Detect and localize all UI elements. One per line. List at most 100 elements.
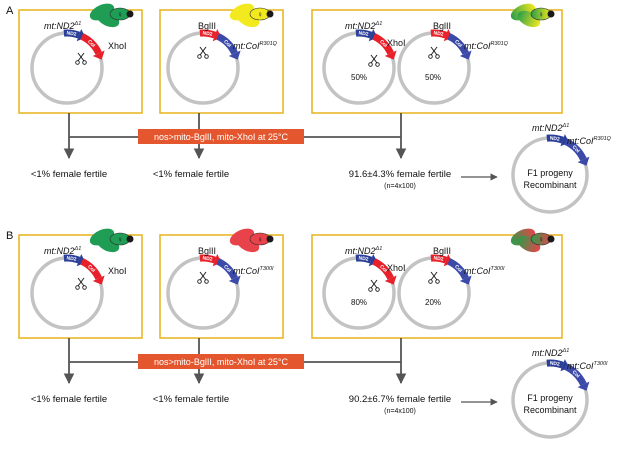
- fly-head: [266, 10, 274, 18]
- coi-segment-body: [447, 258, 469, 280]
- scissors-blade: [430, 46, 438, 56]
- percentage-right: 20%: [425, 298, 441, 307]
- outcome-3-n: (n=4x100): [384, 183, 416, 190]
- coi-segment-head: [92, 275, 105, 285]
- genotype-box-1: [18, 234, 143, 339]
- coi-segment-label: CoI: [222, 39, 232, 49]
- nd2-segment-label: ND2: [433, 30, 444, 37]
- fly-head: [126, 235, 134, 243]
- site-label-xhoi: XhoI: [387, 38, 406, 48]
- fly-icon: ♀: [510, 228, 555, 253]
- scissors-icon: [197, 271, 209, 284]
- scissors-handle: [82, 285, 87, 290]
- panel-label: A: [6, 5, 14, 17]
- gene-label-coi: mt:CoIT300I: [464, 266, 505, 276]
- coi-segment-head: [384, 275, 397, 285]
- fly-icon: ♀: [229, 3, 274, 28]
- recombinant-text-2: Recombinant: [523, 405, 577, 415]
- nd2-segment-label: ND2: [66, 255, 77, 262]
- coi-segment: CoI: [372, 258, 397, 285]
- female-symbol-icon: ♀: [538, 235, 544, 244]
- nd2-segment-label: ND2: [549, 360, 560, 367]
- coi-segment-head: [228, 275, 241, 285]
- coi-segment-body: [563, 363, 587, 387]
- coi-segment: CoI: [447, 33, 472, 60]
- scissors-handle: [435, 54, 440, 59]
- scissors-blade: [370, 279, 378, 289]
- panel-a: A ♀ND2CoImt:ND2Δ1XhoI♀ND2CoIBglIImt:CoIR3…: [6, 3, 612, 214]
- scissors-handle: [375, 62, 380, 67]
- scissors-handle: [368, 287, 373, 292]
- coi-segment: CoI: [372, 33, 397, 60]
- scissors-icon: [75, 52, 87, 65]
- site-label-bglii: BglII: [433, 246, 451, 256]
- fly-icon: ♀: [510, 3, 555, 28]
- site-label-bglii: BglII: [198, 21, 216, 31]
- nd2-segment-label: ND2: [358, 30, 369, 37]
- site-label-xhoi: XhoI: [387, 263, 406, 273]
- scissors-handle: [75, 285, 80, 290]
- female-symbol-icon: ♀: [538, 10, 544, 19]
- scissors-blade: [370, 54, 378, 64]
- scissors-handle: [204, 54, 209, 59]
- nd2-segment-label: ND2: [433, 255, 444, 262]
- outcome-2: <1% female fertile: [153, 394, 229, 405]
- scissors-handle: [197, 54, 202, 59]
- coi-segment-body: [80, 33, 102, 55]
- scissors-icon: [75, 277, 87, 290]
- coi-segment: CoI: [80, 33, 105, 60]
- gene-label-nd2: mt:ND2Δ1: [345, 21, 382, 31]
- gene-label-nd2: mt:ND2Δ1: [532, 123, 569, 133]
- scissors-icon: [368, 279, 380, 292]
- treatment-banner-text: nos>mito-BglII, mito-XhoI at 25°C: [154, 132, 288, 142]
- coi-segment: CoI: [447, 258, 472, 285]
- coi-segment: CoI: [80, 258, 105, 285]
- coi-segment-label: CoI: [453, 264, 463, 274]
- fly-icon: ♀: [229, 228, 274, 253]
- coi-segment: CoI: [563, 363, 590, 391]
- female-symbol-icon: ♀: [257, 235, 263, 244]
- site-label-xhoi: XhoI: [108, 266, 127, 276]
- gene-label-nd2: mt:ND2Δ1: [532, 348, 569, 358]
- site-label-bglii: BglII: [433, 21, 451, 31]
- genotype-box-1: [18, 9, 143, 114]
- nd2-segment-label: ND2: [358, 255, 369, 262]
- site-label-xhoi: XhoI: [108, 41, 127, 51]
- coi-segment-body: [216, 33, 238, 55]
- genotype-box-3: [311, 9, 563, 114]
- coi-segment-label: CoI: [378, 264, 388, 274]
- coi-segment-body: [563, 138, 587, 162]
- gene-label-nd2: mt:ND2Δ1: [44, 246, 81, 256]
- coi-segment-body: [216, 258, 238, 280]
- coi-segment-body: [372, 258, 394, 280]
- fly-head: [547, 235, 555, 243]
- scissors-blade: [77, 52, 85, 62]
- scissors-icon: [428, 271, 440, 284]
- scissors-icon: [197, 46, 209, 59]
- fly-icon: ♀: [89, 3, 134, 28]
- scissors-handle: [197, 279, 202, 284]
- coi-segment-body: [447, 33, 469, 55]
- gene-label-nd2: mt:ND2Δ1: [345, 246, 382, 256]
- gene-label-coi: mt:CoIR301Q: [567, 136, 612, 146]
- percentage-left: 80%: [351, 298, 367, 307]
- scissors-handle: [428, 54, 433, 59]
- genotype-box-3: [311, 234, 563, 339]
- coi-segment-head: [459, 50, 472, 60]
- scissors-blade: [430, 271, 438, 281]
- female-symbol-icon: ♀: [117, 10, 123, 19]
- scissors-handle: [368, 62, 373, 67]
- scissors-icon: [428, 46, 440, 59]
- scissors-blade: [77, 277, 85, 287]
- nd2-segment-label: ND2: [202, 30, 213, 37]
- coi-segment-label: CoI: [571, 369, 581, 379]
- genotype-box-2: [159, 9, 284, 114]
- nd2-segment-label: ND2: [66, 30, 77, 37]
- gene-label-coi: mt:CoIR301Q: [233, 41, 278, 51]
- outcome-3: 90.2±6.7% female fertile: [349, 394, 451, 405]
- coi-segment-head: [577, 381, 590, 391]
- scissors-handle: [435, 279, 440, 284]
- coi-segment-label: CoI: [86, 264, 96, 274]
- gene-label-coi: mt:CoIT300I: [567, 361, 608, 371]
